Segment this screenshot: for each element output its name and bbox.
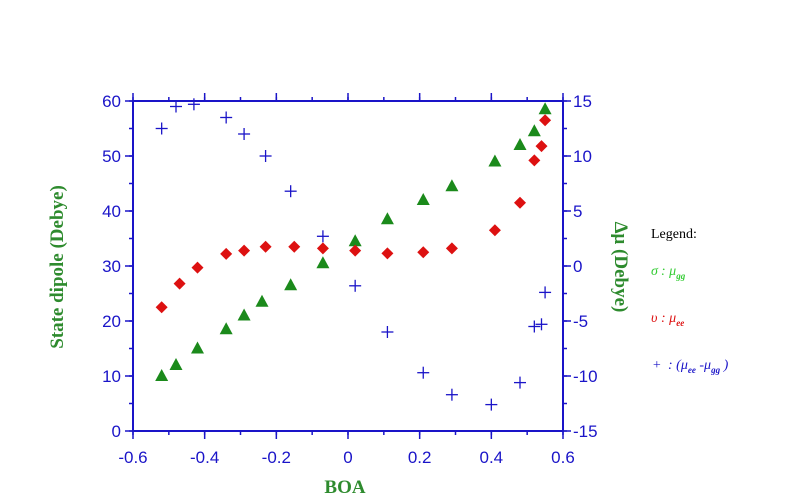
- plus-point: [170, 100, 182, 113]
- diamond-point: [288, 240, 301, 253]
- triangle-point: [513, 138, 527, 150]
- y-left-tick-label: 40: [102, 202, 121, 221]
- x-tick-label: 0.6: [551, 448, 575, 467]
- diamond-point: [539, 114, 552, 127]
- diamond-point: [381, 247, 394, 260]
- triangle-point: [191, 341, 204, 354]
- diamond-point: [349, 244, 362, 257]
- diamond-point: [535, 140, 548, 153]
- y-right-axis-title: Δμ (Debye): [610, 222, 631, 313]
- diamond-point: [191, 261, 204, 274]
- triangle-point: [527, 124, 541, 137]
- triangle-point: [155, 369, 169, 381]
- plus-point: [514, 376, 526, 389]
- triangle-point: [219, 322, 233, 335]
- plus-point: [284, 185, 297, 198]
- data-marks: [155, 98, 552, 411]
- triangle-point: [538, 102, 552, 115]
- plus-point: [485, 398, 498, 411]
- diamond-point: [220, 247, 233, 260]
- triangle-point: [348, 234, 362, 247]
- y-right-tick-label: -10: [573, 367, 598, 386]
- plus-point: [220, 111, 233, 124]
- triangle-point: [169, 358, 183, 370]
- diamond-point: [488, 224, 501, 237]
- y-left-tick-label: 30: [102, 257, 121, 276]
- legend-symbol: +: [652, 358, 661, 373]
- y-left-axis-title: State dipole (Debye): [47, 185, 68, 349]
- triangle-point: [445, 179, 459, 192]
- diamond-point: [417, 246, 430, 259]
- triangle-point: [316, 256, 330, 269]
- y-right-tick-label: 15: [573, 92, 592, 111]
- plus-point: [535, 318, 548, 331]
- triangle-point: [284, 278, 298, 291]
- plus-point: [238, 128, 251, 140]
- triangle-point: [488, 154, 502, 167]
- diamond-point: [514, 196, 526, 209]
- plus-point: [259, 150, 272, 162]
- triangle-point: [237, 308, 251, 321]
- y-left-tick-label: 10: [102, 367, 121, 386]
- y-left-tick-label: 60: [102, 92, 121, 111]
- x-tick-label: -0.4: [190, 448, 219, 467]
- triangle-point: [255, 294, 269, 307]
- legend-label: : μee: [661, 311, 684, 328]
- axes-group: -0.6 -0.4 -0.2 0 0.2 0.4 0.60102030405060-15-1…: [102, 92, 598, 467]
- legend-symbol: σ: [651, 264, 659, 279]
- diamond-point: [528, 154, 541, 167]
- diamond-point: [173, 277, 186, 290]
- legend-label: : μgg: [661, 264, 686, 281]
- y-right-tick-label: 0: [573, 257, 582, 276]
- plus-point: [155, 122, 168, 135]
- diamond-point: [238, 244, 251, 257]
- y-right-tick-label: 5: [573, 202, 582, 221]
- triangle-point: [380, 212, 394, 225]
- x-tick-label: 0.2: [408, 448, 432, 467]
- y-left-tick-label: 0: [112, 422, 121, 441]
- diamond-point: [445, 242, 458, 255]
- y-right-tick-label: 10: [573, 147, 592, 166]
- plus-point: [528, 320, 541, 333]
- x-tick-label: 0: [343, 448, 352, 467]
- x-axis-title: BOA: [324, 477, 365, 498]
- legend-title: Legend:: [651, 227, 697, 242]
- x-tick-label: -0.6: [118, 448, 147, 467]
- diamond-point: [259, 240, 272, 253]
- plus-point: [349, 279, 362, 292]
- legend-symbol: υ: [651, 311, 657, 326]
- x-tick-label: 0.4: [480, 448, 504, 467]
- plus-point: [417, 366, 430, 379]
- plus-point: [381, 326, 394, 338]
- x-tick-label: -0.2: [262, 448, 291, 467]
- legend: Legend: σ : μgg υ : μee + : (μee -μgg ): [651, 227, 729, 375]
- diamond-point: [316, 242, 329, 255]
- plus-point: [539, 286, 552, 299]
- y-left-tick-label: 50: [102, 147, 121, 166]
- plus-point: [316, 230, 329, 243]
- legend-label: : (μee -μgg ): [668, 358, 729, 375]
- y-left-tick-label: 20: [102, 312, 121, 331]
- y-right-tick-label: -15: [573, 422, 598, 441]
- plus-point: [445, 388, 458, 401]
- plus-point: [187, 98, 200, 111]
- triangle-point: [416, 193, 430, 205]
- diamond-point: [155, 301, 168, 314]
- y-right-tick-label: -5: [573, 312, 588, 331]
